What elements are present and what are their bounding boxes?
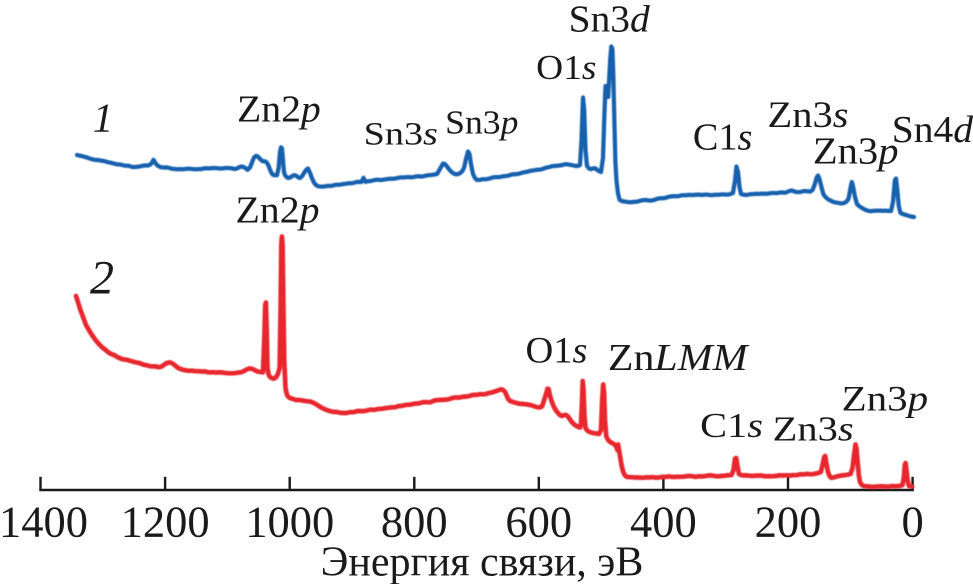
svg-text:200: 200 — [755, 497, 822, 547]
svg-text:600: 600 — [505, 497, 572, 547]
svg-text:2: 2 — [90, 252, 114, 305]
svg-text:C1s: C1s — [693, 117, 753, 159]
svg-text:Sn3d: Sn3d — [569, 0, 651, 41]
svg-text:Sn3p: Sn3p — [445, 105, 518, 142]
svg-text:1400: 1400 — [0, 497, 88, 547]
svg-text:Sn4d: Sn4d — [892, 109, 973, 151]
svg-text:C1s: C1s — [700, 406, 763, 445]
svg-text:1200: 1200 — [121, 497, 210, 547]
svg-text:Энергия связи, эВ: Энергия связи, эВ — [321, 540, 644, 584]
svg-text:O1s: O1s — [536, 48, 596, 87]
svg-text:800: 800 — [381, 497, 448, 547]
svg-text:Zn2p: Zn2p — [236, 190, 320, 232]
svg-text:Zn2p: Zn2p — [237, 88, 321, 130]
svg-text:400: 400 — [630, 497, 697, 547]
svg-text:1: 1 — [93, 95, 114, 141]
svg-text:1000: 1000 — [245, 497, 334, 547]
svg-text:O1s: O1s — [526, 331, 588, 372]
svg-text:0: 0 — [901, 497, 923, 547]
